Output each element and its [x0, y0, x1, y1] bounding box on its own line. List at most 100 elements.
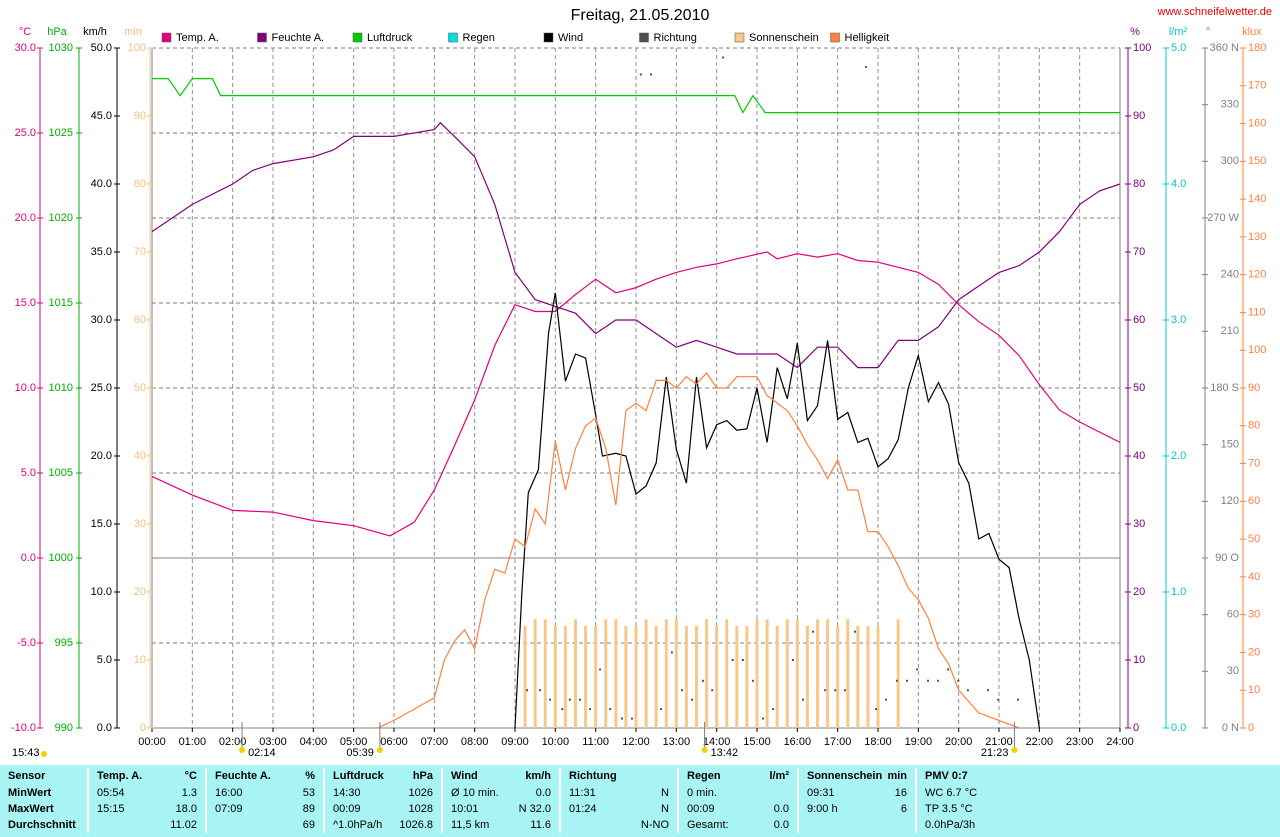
- y-tick-label: 10.0: [15, 382, 36, 394]
- column-unit: km/h: [525, 770, 551, 782]
- point: [568, 698, 571, 701]
- y-tick-label: 40.0: [91, 178, 112, 190]
- y-tick-label: 45.0: [91, 110, 112, 122]
- point: [561, 708, 564, 711]
- y-tick-label: 20: [1248, 646, 1260, 658]
- point: [722, 56, 725, 59]
- y-tick-label: 50: [134, 382, 146, 394]
- cell-value: 53: [302, 787, 315, 799]
- bar: [634, 626, 638, 728]
- y-tick-label: 100: [1248, 344, 1266, 356]
- column-name: Wind: [451, 770, 478, 782]
- y-tick-label: 995: [55, 637, 73, 649]
- y-tick-label: 30: [134, 518, 146, 530]
- x-tick-label: 04:00: [300, 736, 328, 748]
- cell-value: 1.3: [181, 787, 197, 799]
- y-axis-unit: °C: [19, 26, 31, 38]
- y-tick-label: 30: [1227, 665, 1239, 677]
- bar: [584, 626, 588, 728]
- column-name: Temp. A.: [97, 770, 143, 782]
- y-tick-label: 210: [1221, 325, 1239, 337]
- y-tick-label: 80: [1133, 178, 1145, 190]
- header-cell: PMV 0:7: [915, 768, 1280, 785]
- series-line: [152, 78, 1120, 114]
- x-tick-label: 03:00: [259, 736, 287, 748]
- point: [947, 668, 950, 671]
- bar: [896, 619, 900, 728]
- table-cell: 11.02: [87, 817, 205, 833]
- column-name: Feuchte A.: [215, 770, 271, 782]
- y-tick-label: 30: [1248, 609, 1260, 621]
- y-axis-unit: min: [124, 26, 142, 38]
- series-line: [151, 121, 1121, 369]
- table-cell: N-NO: [559, 817, 677, 833]
- time-marker-icon: [376, 747, 383, 753]
- point: [966, 689, 969, 692]
- y-tick-label: 90: [1133, 110, 1145, 122]
- cell-text: 11:31: [569, 787, 596, 799]
- cell-value: N: [661, 803, 669, 815]
- cell-value: 0.0: [773, 819, 789, 831]
- cell-text: Ø 10 min.: [451, 787, 499, 799]
- y-tick-label: 1015: [49, 297, 73, 309]
- x-tick-label: 01:00: [179, 736, 207, 748]
- table-header: Sensor Temp. A. °C Feuchte A.% Luftdruck hPa W…: [0, 765, 1280, 785]
- table-cell: ^1.0hPa/h 1026.8: [323, 817, 441, 833]
- y-tick-label: 0: [140, 722, 146, 734]
- legend-swatch: [352, 32, 363, 43]
- chart: Freitag, 21.05.2010 www.schneifelwetter.…: [11, 6, 1272, 759]
- y-tick-label: 5.0: [97, 654, 112, 666]
- time-marker-label: 13:42: [711, 747, 739, 759]
- cell-text: 9:00 h: [807, 803, 838, 815]
- y-tick-label: 15.0: [15, 297, 36, 309]
- table-cell: 69: [205, 817, 323, 833]
- table-cell: [797, 817, 915, 833]
- cell-value: 89: [302, 803, 315, 815]
- table-cell: 00:09 1028: [323, 801, 441, 817]
- table-cell: 0.0hPa/3h: [915, 817, 1280, 833]
- cell-value: 0.0: [773, 803, 789, 815]
- y-tick-label: 150: [1248, 155, 1266, 167]
- y-tick-label: 0: [1133, 722, 1139, 734]
- y-tick-label: 30: [1133, 518, 1145, 530]
- y-tick-label: 150: [1221, 439, 1239, 451]
- y-tick-label: 25.0: [91, 382, 112, 394]
- y-tick-label: 160: [1248, 117, 1266, 129]
- cell-text: 05:54: [97, 787, 125, 799]
- x-tick-label: 14:00: [703, 736, 731, 748]
- y-tick-label: 1030: [49, 42, 73, 54]
- time-marker-icon: [239, 747, 246, 753]
- table-cell: 9:00 h 6: [797, 801, 915, 817]
- y-tick-label: 5.0: [21, 467, 36, 479]
- point: [578, 698, 581, 701]
- y-tick-label: 70: [1133, 246, 1145, 258]
- point: [854, 630, 857, 633]
- cell-text: 00:09: [333, 803, 361, 815]
- y-tick-label: 2.0: [1171, 450, 1186, 462]
- point: [997, 698, 1000, 701]
- bar: [594, 626, 598, 728]
- bar: [684, 626, 688, 728]
- x-tick-label: 19:00: [905, 736, 933, 748]
- point: [937, 679, 940, 682]
- y-tick-label: 130: [1248, 231, 1266, 243]
- bar: [664, 619, 668, 728]
- bar: [805, 626, 809, 728]
- point: [987, 689, 990, 692]
- y-tick-label: 40: [134, 450, 146, 462]
- row-label: Durchschnitt: [8, 819, 76, 831]
- y-tick-label: 4.0: [1171, 178, 1186, 190]
- cell-text: 0.0hPa/3h: [925, 819, 976, 831]
- point: [741, 659, 744, 661]
- legend-swatch: [161, 32, 172, 43]
- bar: [866, 626, 870, 728]
- cell-text: 01:24: [569, 803, 597, 815]
- point: [731, 659, 734, 661]
- column-name: Sonnenschein: [807, 770, 883, 782]
- column-unit: l/m²: [769, 770, 789, 782]
- y-tick-label: 70: [1248, 457, 1260, 469]
- point: [762, 717, 765, 720]
- point: [680, 689, 683, 692]
- y-tick-label: 40: [1133, 450, 1145, 462]
